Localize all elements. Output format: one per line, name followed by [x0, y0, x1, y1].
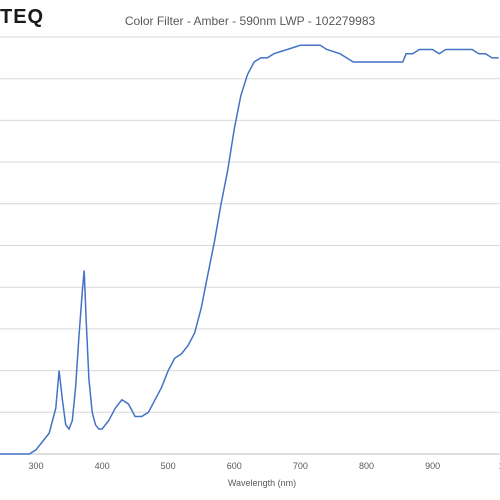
x-tick-label: 900 — [425, 461, 440, 471]
x-axis-label: Wavelength (nm) — [228, 478, 296, 488]
x-tick-label: 500 — [161, 461, 176, 471]
series-line — [0, 44, 499, 455]
x-tick-label: 700 — [293, 461, 308, 471]
brand-logo: TEQ — [0, 6, 45, 28]
x-tick-label: 400 — [95, 461, 110, 471]
x-tick-labels: 300 400 500 600 700 800 900 1 — [28, 461, 500, 471]
x-tick-label: 600 — [227, 461, 242, 471]
x-tick-label: 300 — [28, 461, 43, 471]
gridlines — [0, 36, 500, 413]
x-tick-label: 800 — [359, 461, 374, 471]
x-tick-label: 1 — [499, 461, 500, 471]
chart-title: Color Filter - Amber - 590nm LWP - 10227… — [124, 14, 376, 28]
